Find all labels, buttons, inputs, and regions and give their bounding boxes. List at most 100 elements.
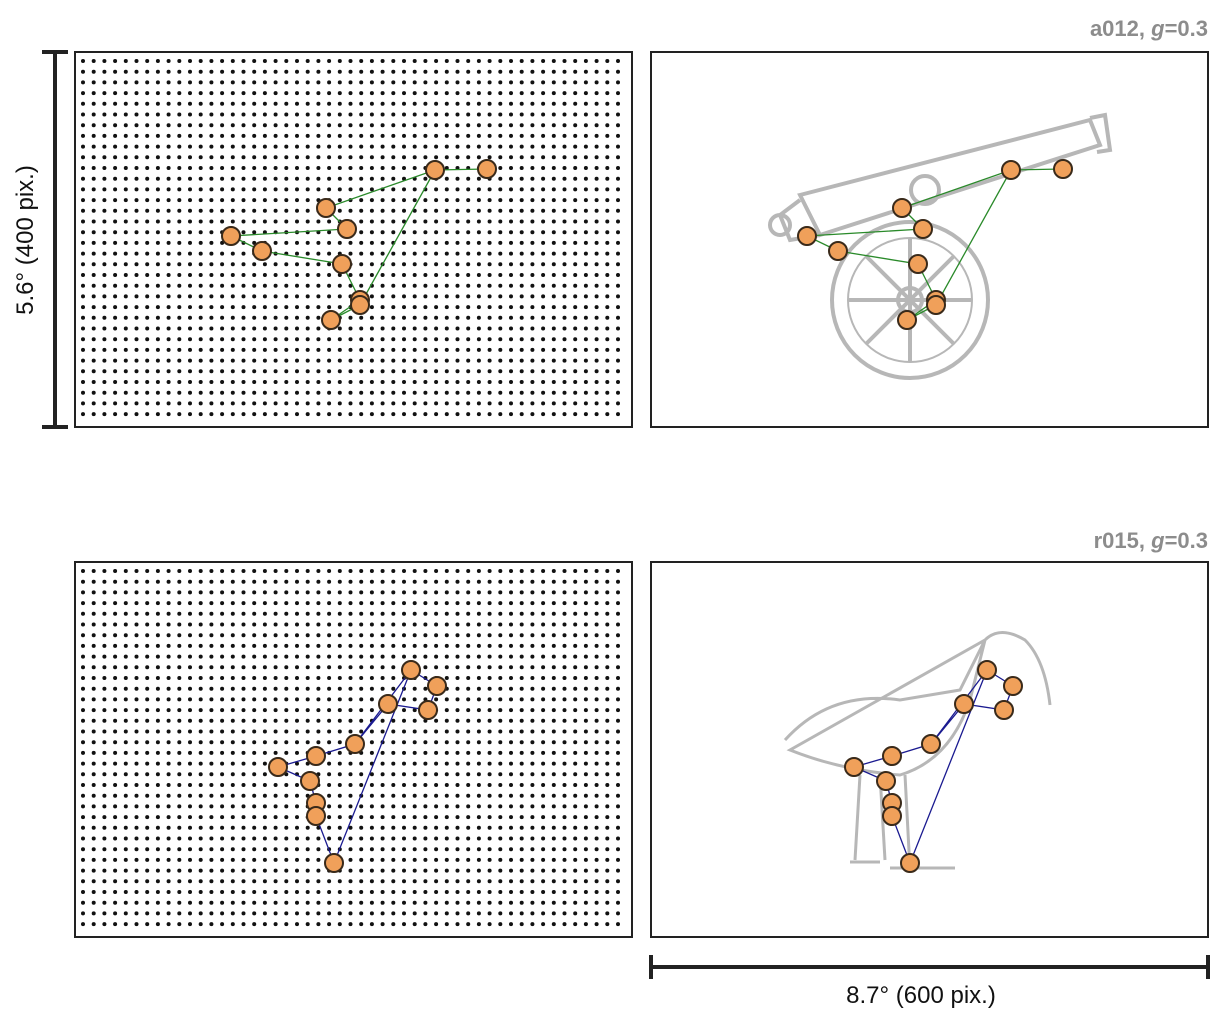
dot <box>434 305 438 309</box>
dot <box>573 794 577 798</box>
dot <box>530 794 534 798</box>
dot <box>359 80 363 84</box>
dot <box>573 273 577 277</box>
dot <box>242 858 246 862</box>
dot <box>477 719 481 723</box>
dot <box>402 294 406 298</box>
dot <box>563 348 567 352</box>
dot <box>391 847 395 851</box>
dot <box>242 901 246 905</box>
dot <box>102 687 106 691</box>
dot <box>124 719 128 723</box>
dot <box>92 59 96 63</box>
dot <box>434 348 438 352</box>
dot <box>316 155 320 159</box>
dot <box>156 91 160 95</box>
dot <box>284 569 288 573</box>
dot <box>231 380 235 384</box>
dot <box>135 187 139 191</box>
dot <box>616 166 620 170</box>
dot <box>477 751 481 755</box>
dot <box>520 879 524 883</box>
dot <box>209 337 213 341</box>
dot <box>306 80 310 84</box>
dot <box>605 580 609 584</box>
dot <box>156 687 160 691</box>
dot <box>402 273 406 277</box>
dot <box>220 59 224 63</box>
dot <box>488 751 492 755</box>
dot <box>541 102 545 106</box>
dot <box>284 730 288 734</box>
dot <box>199 762 203 766</box>
dot <box>563 305 567 309</box>
dot <box>124 113 128 117</box>
dot <box>349 708 353 712</box>
dot <box>509 380 513 384</box>
dot <box>220 901 224 905</box>
dot <box>402 901 406 905</box>
dot <box>413 241 417 245</box>
dot <box>156 273 160 277</box>
dot <box>488 113 492 117</box>
dot <box>423 740 427 744</box>
dot <box>445 294 449 298</box>
dot <box>220 209 224 213</box>
dot <box>563 294 567 298</box>
dot <box>124 80 128 84</box>
dot <box>488 59 492 63</box>
dot <box>252 719 256 723</box>
dot <box>274 401 278 405</box>
dot <box>552 783 556 787</box>
dot <box>520 369 524 373</box>
dot <box>413 102 417 106</box>
dot <box>145 569 149 573</box>
dot <box>434 220 438 224</box>
dot <box>466 655 470 659</box>
dot <box>541 187 545 191</box>
dot <box>402 837 406 841</box>
dot <box>370 879 374 883</box>
dot <box>423 826 427 830</box>
dot <box>284 177 288 181</box>
dot <box>530 911 534 915</box>
dot <box>274 177 278 181</box>
dot <box>306 155 310 159</box>
dot <box>595 241 599 245</box>
dot <box>92 198 96 202</box>
dot <box>370 391 374 395</box>
dot <box>145 911 149 915</box>
dot <box>124 70 128 74</box>
dot <box>423 751 427 755</box>
dot <box>456 262 460 266</box>
dot <box>338 569 342 573</box>
dot <box>113 762 117 766</box>
dot <box>124 708 128 712</box>
dot <box>188 826 192 830</box>
dot <box>434 569 438 573</box>
dot <box>92 337 96 341</box>
dot <box>284 911 288 915</box>
title-text: a012, <box>1090 16 1151 41</box>
dot <box>252 102 256 106</box>
dot <box>509 633 513 637</box>
fixation <box>845 758 863 776</box>
dot <box>274 113 278 117</box>
dot <box>573 815 577 819</box>
dot <box>359 719 363 723</box>
dot <box>135 412 139 416</box>
dot <box>220 665 224 669</box>
dot <box>327 612 331 616</box>
dot <box>242 91 246 95</box>
dot <box>338 644 342 648</box>
dot <box>306 837 310 841</box>
dot <box>530 783 534 787</box>
dot <box>595 804 599 808</box>
dot <box>573 198 577 202</box>
dot <box>530 359 534 363</box>
dot <box>81 59 85 63</box>
dot <box>563 380 567 384</box>
dot <box>338 623 342 627</box>
dot <box>391 633 395 637</box>
dot <box>145 901 149 905</box>
